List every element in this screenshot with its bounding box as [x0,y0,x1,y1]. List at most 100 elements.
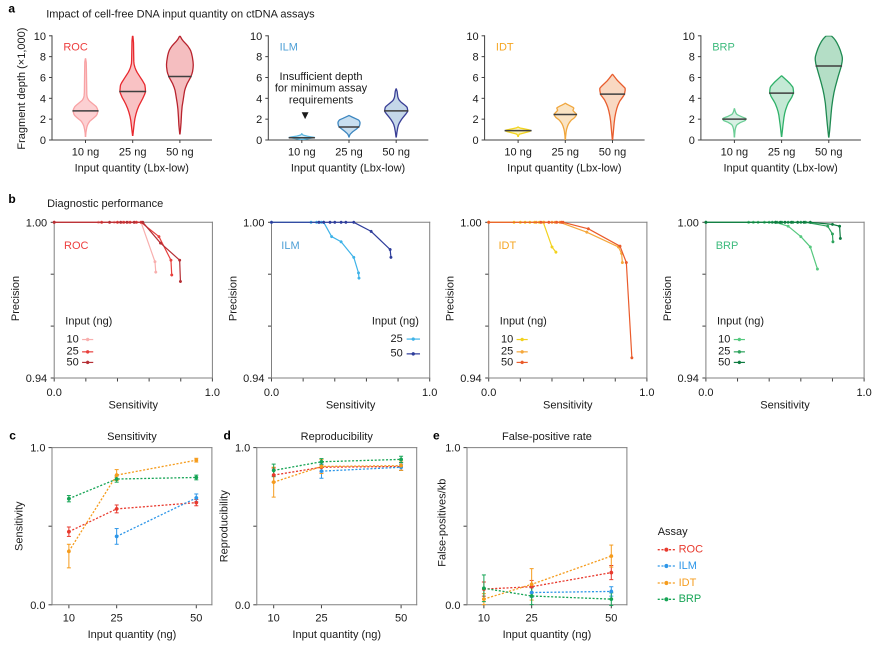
svg-text:50: 50 [66,356,78,368]
svg-text:1.00: 1.00 [243,217,264,229]
svg-text:Sensitivity: Sensitivity [326,400,376,412]
svg-text:1.0: 1.0 [422,387,437,399]
svg-text:Precision: Precision [445,276,457,321]
svg-text:ROC: ROC [64,240,89,252]
svg-text:50: 50 [395,612,407,624]
svg-text:Fragment depth (×1,000): Fragment depth (×1,000) [16,28,28,150]
svg-text:Input quantity (ng): Input quantity (ng) [292,629,381,641]
svg-text:10 ng: 10 ng [288,146,316,158]
svg-text:10 ng: 10 ng [504,146,532,158]
svg-text:Input (ng): Input (ng) [500,315,547,327]
svg-text:50 ng: 50 ng [382,146,410,158]
svg-text:25 ng: 25 ng [119,146,147,158]
svg-text:Sensitivity: Sensitivity [760,400,810,412]
svg-text:50 ng: 50 ng [815,146,843,158]
svg-text:ROC: ROC [679,544,704,556]
svg-text:0.0: 0.0 [445,600,460,612]
svg-text:10: 10 [466,31,478,43]
svg-text:0.0: 0.0 [47,387,62,399]
svg-text:Sensitivity: Sensitivity [109,400,159,412]
svg-text:Insufficient depth: Insufficient depth [280,71,363,83]
svg-text:10: 10 [501,333,513,345]
svg-text:Input quantity (ng): Input quantity (ng) [88,629,177,641]
svg-text:Input quantity (Lbx-low): Input quantity (Lbx-low) [723,163,837,175]
svg-text:50: 50 [501,356,513,368]
svg-text:Diagnostic performance: Diagnostic performance [47,198,163,210]
svg-text:10: 10 [268,612,280,624]
svg-text:Input quantity (Lbx-low): Input quantity (Lbx-low) [507,163,621,175]
svg-text:1.00: 1.00 [460,217,481,229]
svg-text:Impact of cell-free DNA input: Impact of cell-free DNA input quantity o… [46,9,315,21]
svg-text:ILM: ILM [280,42,298,54]
svg-text:IDT: IDT [679,577,697,589]
svg-text:0.94: 0.94 [26,373,47,385]
svg-text:1.0: 1.0 [445,443,460,455]
svg-text:BRP: BRP [716,240,739,252]
svg-text:50 ng: 50 ng [599,146,627,158]
svg-text:1.0: 1.0 [30,443,45,455]
svg-text:0.0: 0.0 [698,387,713,399]
svg-text:Precision: Precision [227,276,239,321]
svg-text:6: 6 [472,72,478,84]
svg-text:25: 25 [111,612,123,624]
svg-text:Precision: Precision [10,276,22,321]
svg-text:1.0: 1.0 [856,387,871,399]
svg-text:8: 8 [472,52,478,64]
svg-text:25 ng: 25 ng [768,146,796,158]
svg-text:25 ng: 25 ng [335,146,363,158]
svg-text:4: 4 [689,93,695,105]
svg-text:50: 50 [718,356,730,368]
svg-text:b: b [8,192,15,206]
svg-text:0.0: 0.0 [30,600,45,612]
svg-text:ILM: ILM [281,240,299,252]
svg-text:BRP: BRP [712,42,735,54]
svg-text:25: 25 [315,612,327,624]
svg-text:0: 0 [256,135,262,147]
svg-text:2: 2 [40,114,46,126]
svg-text:8: 8 [40,52,46,64]
svg-text:25: 25 [526,612,538,624]
svg-text:Sensitivity: Sensitivity [14,501,26,551]
svg-text:c: c [9,428,16,442]
svg-text:requirements: requirements [289,94,354,106]
svg-text:1.00: 1.00 [26,217,47,229]
svg-text:25: 25 [391,333,403,345]
svg-text:10 ng: 10 ng [721,146,749,158]
svg-text:Input (ng): Input (ng) [717,315,764,327]
svg-text:4: 4 [40,93,46,105]
svg-text:ROC: ROC [63,42,87,54]
svg-text:Sensitivity: Sensitivity [107,431,157,443]
svg-text:0.94: 0.94 [460,373,481,385]
svg-text:2: 2 [689,114,695,126]
svg-text:10: 10 [34,31,46,43]
svg-text:25: 25 [66,346,78,358]
svg-text:False-positive rate: False-positive rate [502,431,592,443]
svg-text:e: e [433,428,440,442]
svg-text:Reproducibility: Reproducibility [301,431,374,443]
svg-text:10: 10 [718,333,730,345]
svg-text:IDT: IDT [496,42,514,54]
svg-text:False-positives/kb: False-positives/kb [436,479,448,567]
svg-text:0.94: 0.94 [677,373,698,385]
svg-text:a: a [8,2,15,16]
svg-text:10: 10 [250,31,262,43]
svg-text:0: 0 [689,135,695,147]
svg-text:2: 2 [256,114,262,126]
svg-text:25 ng: 25 ng [552,146,580,158]
svg-text:4: 4 [256,93,262,105]
svg-text:50: 50 [190,612,202,624]
svg-text:for minimum assay: for minimum assay [275,83,368,95]
svg-text:0: 0 [472,135,478,147]
svg-text:1.0: 1.0 [235,443,250,455]
svg-text:2: 2 [472,114,478,126]
svg-text:Precision: Precision [662,276,674,321]
svg-text:6: 6 [40,72,46,84]
svg-text:0.94: 0.94 [243,373,264,385]
svg-text:BRP: BRP [679,593,702,605]
svg-text:0: 0 [40,135,46,147]
svg-text:8: 8 [256,52,262,64]
svg-text:50: 50 [391,348,403,360]
svg-text:0.0: 0.0 [264,387,279,399]
svg-text:10: 10 [66,333,78,345]
svg-text:0.0: 0.0 [481,387,496,399]
